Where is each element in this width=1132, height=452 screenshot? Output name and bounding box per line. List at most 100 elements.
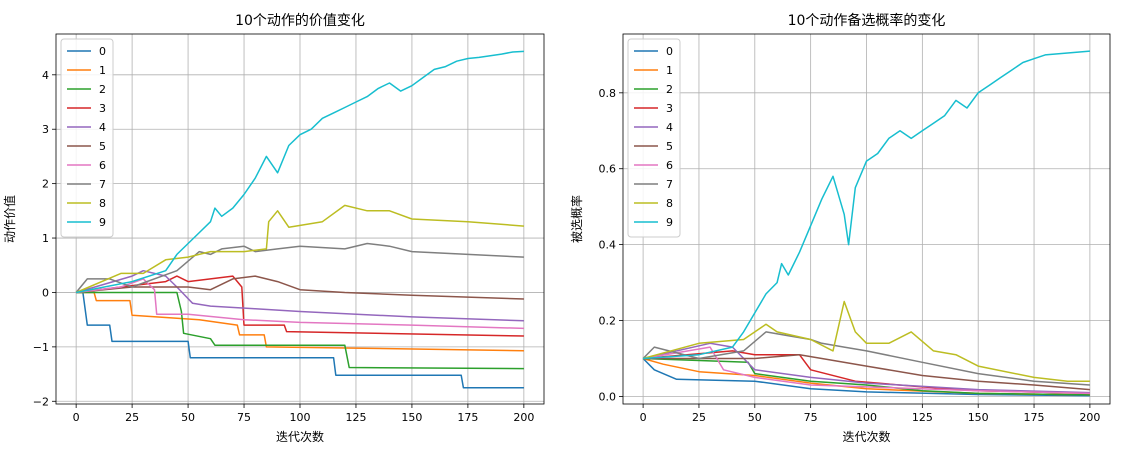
- x-tick-label: 200: [1079, 411, 1100, 424]
- y-tick-label: 2: [42, 178, 49, 191]
- series-line-2: [76, 291, 524, 370]
- x-tick-label: 125: [912, 411, 933, 424]
- legend-item-8: 8: [67, 197, 106, 210]
- legend-label: 2: [99, 83, 106, 96]
- series-line-6: [642, 346, 1090, 395]
- legend-item-2: 2: [634, 83, 673, 96]
- legend-item-6: 6: [67, 159, 106, 172]
- x-tick-label: 75: [237, 411, 251, 424]
- series-line-7: [75, 242, 524, 293]
- x-tick-label: 150: [968, 411, 989, 424]
- x-tick-label: 150: [401, 411, 422, 424]
- x-tick-label: 25: [692, 411, 706, 424]
- x-tick-label: 175: [1024, 411, 1045, 424]
- y-tick-label: 4: [42, 69, 49, 82]
- legend-label: 7: [666, 178, 673, 191]
- legend-label: 5: [99, 140, 106, 153]
- series-line-4: [642, 342, 1090, 394]
- legend-label: 6: [99, 159, 106, 172]
- legend-item-7: 7: [67, 178, 106, 191]
- legend-item-4: 4: [634, 121, 673, 134]
- x-axis-label: 迭代次数: [842, 429, 890, 444]
- series-line-6: [76, 278, 524, 330]
- chart-panel-0: 0 25 50 75 100 125 150 175 200−2−10123410个动作的价值变…: [2, 13, 545, 444]
- legend-item-8: 8: [634, 197, 673, 210]
- legend-item-9: 9: [634, 216, 673, 229]
- y-tick-label: 3: [42, 123, 49, 136]
- x-tick-label: 100: [856, 411, 877, 424]
- series-line-3: [76, 275, 524, 337]
- legend-item-1: 1: [67, 64, 106, 77]
- series-line-9: [643, 50, 1090, 360]
- x-tick-label: 0: [640, 411, 647, 424]
- x-tick-label: 50: [748, 411, 762, 424]
- x-tick-label: 100: [290, 411, 311, 424]
- chart-title: 10个动作的价值变化: [235, 13, 365, 29]
- legend-label: 4: [666, 121, 673, 134]
- legend-label: 1: [666, 64, 673, 77]
- x-tick-label: 0: [73, 411, 80, 424]
- legend-label: 1: [99, 64, 106, 77]
- series-group: [75, 50, 524, 389]
- y-tick-label: −1: [33, 341, 49, 354]
- legend-label: 8: [666, 197, 673, 210]
- legend-label: 8: [99, 197, 106, 210]
- legend-label: 9: [666, 216, 673, 229]
- legend-label: 6: [666, 159, 673, 172]
- y-axis-label: 被选概率: [569, 195, 584, 243]
- legend-item-5: 5: [67, 140, 106, 153]
- legend-item-3: 3: [634, 102, 673, 115]
- legend-item-9: 9: [67, 216, 106, 229]
- legend: 0 1 2 3 4 5 6 7 8 9: [60, 38, 114, 238]
- legend-item-3: 3: [67, 102, 106, 115]
- y-axis-label: 动作价值: [2, 195, 17, 243]
- x-tick-label: 50: [181, 411, 195, 424]
- y-tick-label: 0.8: [599, 87, 617, 100]
- series-line-5: [76, 275, 524, 300]
- legend-item-1: 1: [634, 64, 673, 77]
- x-tick-label: 25: [125, 411, 139, 424]
- series-line-8: [75, 204, 524, 294]
- y-tick-label: 0.6: [599, 163, 617, 176]
- legend-label: 3: [99, 102, 106, 115]
- x-tick-label: 75: [804, 411, 818, 424]
- series-line-0: [642, 357, 1090, 397]
- series-line-9: [75, 50, 524, 294]
- legend-label: 5: [666, 140, 673, 153]
- legend-label: 2: [666, 83, 673, 96]
- legend-item-0: 0: [67, 45, 106, 58]
- y-tick-label: 0.2: [599, 315, 617, 328]
- legend-label: 0: [666, 45, 673, 58]
- legend-item-6: 6: [634, 159, 673, 172]
- y-tick-label: −2: [33, 395, 49, 408]
- x-axis-label: 迭代次数: [276, 429, 324, 444]
- y-tick-label: 0: [42, 286, 49, 299]
- series-line-1: [76, 291, 524, 352]
- legend-label: 7: [99, 178, 106, 191]
- series-line-0: [76, 291, 524, 389]
- series-line-8: [642, 300, 1090, 382]
- legend-item-5: 5: [634, 140, 673, 153]
- series-line-4: [75, 269, 524, 322]
- y-tick-label: 1: [42, 232, 49, 245]
- x-tick-label: 125: [345, 411, 366, 424]
- legend-label: 9: [99, 216, 106, 229]
- series-line-5: [643, 353, 1090, 391]
- legend-item-4: 4: [67, 121, 106, 134]
- chart-title: 10个动作备选概率的变化: [788, 12, 946, 29]
- x-tick-label: 175: [457, 411, 478, 424]
- x-tick-label: 200: [513, 411, 534, 424]
- chart-panel-1: 0 25 50 75 100 125 150 175 2000.00.20.40.60.810个…: [569, 12, 1111, 444]
- series-line-7: [642, 331, 1090, 386]
- legend-label: 0: [99, 45, 106, 58]
- legend-item-2: 2: [67, 83, 106, 96]
- legend: 0 1 2 3 4 5 6 7 8 9: [627, 38, 681, 238]
- legend-item-7: 7: [634, 178, 673, 191]
- series-group: [642, 50, 1090, 397]
- legend-label: 3: [666, 102, 673, 115]
- legend-label: 4: [99, 121, 106, 134]
- y-tick-label: 0.4: [599, 239, 617, 252]
- legend-item-0: 0: [634, 45, 673, 58]
